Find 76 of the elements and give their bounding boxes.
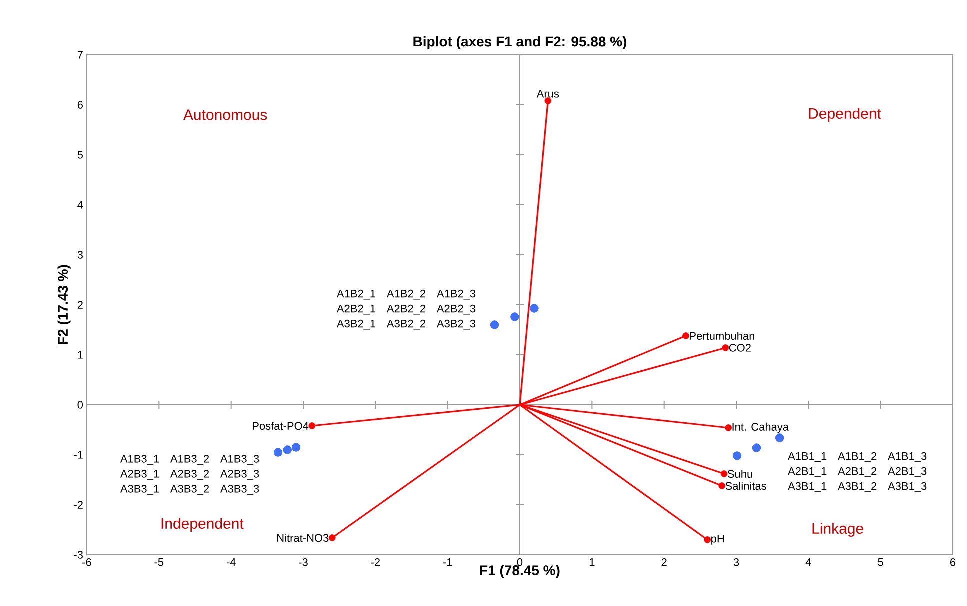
annotation: A3B2_1 — [336, 320, 376, 330]
y-axis-title: F2 (17.43 %) — [58, 265, 71, 345]
point — [718, 482, 726, 490]
x-tick-label: -1 — [443, 558, 452, 566]
x-tick-label: 1 — [590, 558, 595, 566]
annotation: A3B3_3 — [220, 485, 260, 495]
annotation: A2B1_2 — [838, 467, 877, 478]
annotation: CO2 — [729, 344, 751, 352]
y-tick-label: 1 — [78, 351, 83, 359]
y-tick-label: 0 — [78, 401, 84, 409]
annotation: Arus — [536, 90, 560, 98]
point — [544, 98, 552, 104]
y-tick-label: 4 — [78, 201, 84, 209]
chart-title: Biplot (axes F1 and F2: 95.88 %) — [414, 36, 627, 50]
x-tick-label: -2 — [371, 558, 380, 566]
annotation: A3B1_3 — [888, 482, 927, 492]
y-tick-label: 5 — [78, 151, 83, 159]
point — [725, 424, 732, 432]
x-tick-label: 4 — [806, 558, 812, 566]
annotation: Salinitas — [726, 482, 766, 490]
annotation: A1B1_3 — [888, 452, 927, 462]
annotation: A1B1_1 — [788, 452, 827, 462]
annotation: A2B1_1 — [788, 467, 827, 478]
annotation: A3B2_3 — [436, 320, 476, 330]
x-tick-label: 5 — [878, 558, 884, 566]
annotation: A3B3_2 — [170, 485, 210, 495]
point — [308, 422, 316, 430]
annotation: A2B2_1 — [336, 304, 376, 315]
annotation: A1B1_2 — [838, 452, 877, 462]
annotation: Linkage — [812, 523, 864, 537]
point — [720, 470, 728, 478]
y-tick-label: 7 — [78, 51, 83, 59]
point — [682, 332, 690, 340]
point — [328, 534, 336, 542]
annotation: A2B1_3 — [888, 467, 927, 478]
annotation: A1B2_3 — [436, 290, 476, 300]
y-tick-label: 3 — [78, 251, 83, 259]
y-tick-label: -2 — [74, 501, 83, 509]
annotation: pH — [712, 535, 724, 545]
y-tick-label: 6 — [78, 101, 83, 109]
annotation: A3B1_2 — [838, 482, 877, 492]
x-tick-label: 0 — [517, 558, 523, 566]
annotation: A2B3_1 — [120, 470, 160, 480]
annotation: Suhu — [728, 470, 752, 478]
annotation: Posfat-PO4 — [253, 422, 309, 430]
annotation: A3B2_2 — [386, 320, 426, 330]
y-tick-label: -3 — [74, 551, 83, 559]
x-tick-label: -6 — [82, 558, 92, 566]
x-tick-label: 6 — [950, 558, 956, 566]
annotation: A1B3_1 — [120, 455, 160, 465]
x-tick-label: -5 — [154, 558, 164, 566]
annotation: A2B3_3 — [220, 470, 260, 480]
y-tick-label: -1 — [74, 451, 83, 459]
x-tick-label: 3 — [734, 558, 740, 566]
annotation: A3B3_1 — [120, 485, 160, 495]
annotation: A1B2_1 — [336, 290, 376, 300]
x-axis-title: F1 (78.45 %) — [480, 565, 560, 578]
x-tick-label: -4 — [226, 558, 236, 566]
annotation: A2B2_2 — [386, 304, 426, 315]
annotation: Independent — [162, 518, 244, 532]
annotation: A1B2_2 — [386, 290, 426, 300]
annotation: Pertumbuhan — [690, 332, 754, 340]
annotation: Nitrat-NO3 — [278, 534, 329, 542]
y-tick-label: 2 — [78, 301, 83, 309]
x-tick-label: -3 — [299, 558, 308, 566]
annotation: Dependent — [809, 108, 882, 122]
point — [704, 536, 712, 544]
annotation: Autonomous — [183, 110, 268, 120]
annotation: A2B2_3 — [436, 304, 476, 315]
annotation: Int. Cahaya — [732, 422, 790, 434]
annotation: A1B3_2 — [170, 455, 210, 465]
annotation: A2B3_2 — [170, 470, 210, 480]
point — [722, 344, 730, 352]
annotation: A1B3_3 — [220, 455, 260, 465]
annotation: A3B1_1 — [788, 482, 827, 492]
x-tick-label: 2 — [662, 558, 667, 566]
